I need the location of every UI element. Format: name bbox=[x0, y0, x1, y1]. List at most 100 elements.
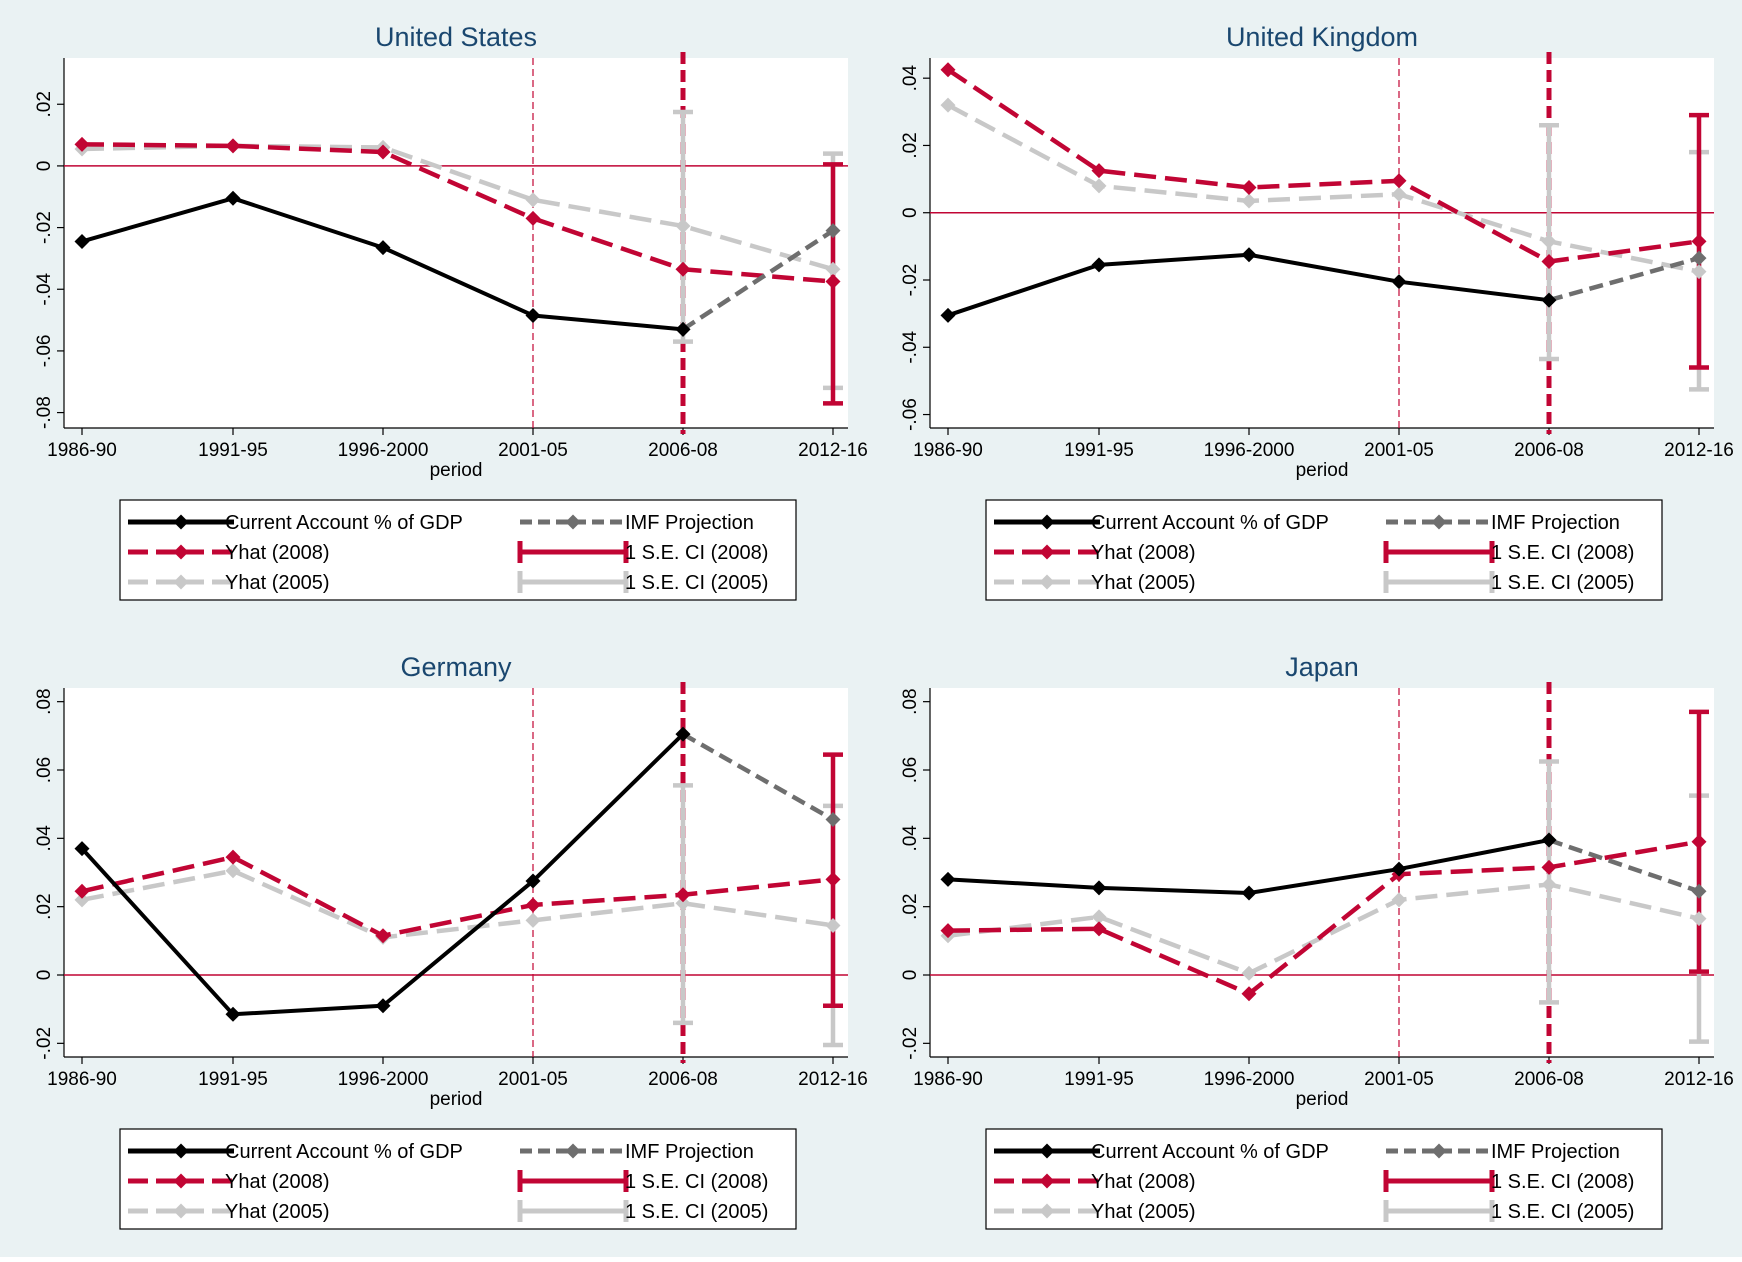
yhat-2005-line bbox=[81, 868, 834, 940]
x-tick-label: 2006-08 bbox=[648, 1069, 718, 1090]
current-account-point bbox=[375, 240, 391, 256]
yhat-2008-point bbox=[1091, 163, 1107, 179]
current-account-point bbox=[74, 233, 90, 249]
legend-current-account-label: Current Account % of GDP bbox=[225, 512, 463, 534]
plot-area bbox=[64, 688, 848, 1057]
yhat-2008-point bbox=[1691, 834, 1707, 850]
yhat-2008-point bbox=[1241, 986, 1257, 1002]
y-tick-label: -.02 bbox=[34, 211, 55, 244]
legend-imf-projection-swatch-marker bbox=[565, 1143, 581, 1159]
yhat-2005-point bbox=[1241, 965, 1257, 981]
y-tick-label: -.04 bbox=[34, 272, 55, 305]
current-account-point bbox=[225, 1006, 241, 1022]
yhat-2008-point bbox=[1241, 180, 1257, 195]
x-axis-label: period bbox=[430, 1089, 483, 1110]
yhat-2005-point bbox=[225, 863, 241, 879]
yhat-2005-point bbox=[525, 192, 541, 208]
legend-current-account-swatch-marker bbox=[173, 514, 189, 530]
y-tick-label: -.06 bbox=[34, 335, 55, 368]
chart-panel: Germany -.02 0 .02 .04 .06 .08 1986-90 1991-95 19… bbox=[34, 652, 868, 1230]
current-account-point bbox=[1541, 292, 1557, 308]
legend-yhat-2005-label: Yhat (2005) bbox=[225, 572, 330, 594]
current-account-point bbox=[1541, 832, 1557, 848]
x-axis-label: period bbox=[1296, 1089, 1349, 1110]
legend-yhat-2005-swatch-marker bbox=[173, 574, 189, 590]
legend-yhat-2008-label: Yhat (2008) bbox=[225, 1171, 330, 1193]
x-tick-label: 2001-05 bbox=[1364, 1069, 1434, 1090]
yhat-2005-point bbox=[1691, 264, 1707, 280]
y-tick-label: .02 bbox=[900, 893, 921, 919]
y-tick-label: .08 bbox=[900, 688, 921, 714]
yhat-2005-point bbox=[1541, 233, 1557, 249]
legend-yhat-2005-label: Yhat (2005) bbox=[225, 1201, 330, 1223]
legend-imf-projection-label: IMF Projection bbox=[1491, 1141, 1620, 1163]
x-axis-label: period bbox=[1296, 460, 1349, 481]
yhat-2008-line bbox=[81, 142, 834, 284]
chart-panel: Japan -.02 0 .02 .04 .06 .08 1986-90 1991-95 1996… bbox=[900, 652, 1734, 1230]
current-account-point bbox=[375, 998, 391, 1014]
current-account-point bbox=[1391, 274, 1407, 290]
yhat-2008-point bbox=[940, 62, 956, 78]
current-account-point bbox=[1091, 257, 1107, 273]
x-tick-label: 2006-08 bbox=[1514, 1069, 1584, 1090]
legend-ci-2008-label: 1 S.E. CI (2008) bbox=[625, 1171, 768, 1193]
y-tick-label: -.02 bbox=[34, 1027, 55, 1060]
yhat-2008-point bbox=[825, 871, 841, 887]
legend-yhat-2005-label: Yhat (2005) bbox=[1091, 1201, 1196, 1223]
y-tick-label: .04 bbox=[34, 825, 55, 852]
legend-current-account-swatch-marker bbox=[173, 1143, 189, 1159]
current-account-point bbox=[1241, 247, 1257, 263]
yhat-2008-line bbox=[81, 854, 834, 938]
legend-yhat-2008-swatch-marker bbox=[1039, 1173, 1055, 1189]
plot-area bbox=[930, 688, 1714, 1057]
y-tick-label: .08 bbox=[34, 688, 55, 714]
yhat-2005-point bbox=[825, 917, 841, 933]
chart-title: Germany bbox=[400, 652, 512, 682]
yhat-2005-point bbox=[825, 261, 841, 277]
chart-panel: United Kingdom -.06 -.04 -.02 0 .02 .04 1986-90… bbox=[900, 22, 1734, 601]
yhat-2005-point bbox=[675, 895, 691, 911]
y-tick-label: -.02 bbox=[900, 1027, 921, 1060]
legend-current-account-label: Current Account % of GDP bbox=[225, 1141, 463, 1163]
yhat-2008-point bbox=[1391, 173, 1407, 189]
legend-current-account-label: Current Account % of GDP bbox=[1091, 512, 1329, 534]
yhat-2005-line bbox=[946, 103, 1700, 274]
legend-imf-projection-label: IMF Projection bbox=[625, 512, 754, 534]
legend-yhat-2005-swatch-marker bbox=[173, 1203, 189, 1219]
legend-ci-2005-label: 1 S.E. CI (2005) bbox=[625, 1201, 768, 1223]
y-tick-label: .02 bbox=[34, 91, 55, 117]
chart-title: United Kingdom bbox=[1226, 22, 1418, 52]
x-tick-label: 1996-2000 bbox=[1204, 1069, 1295, 1090]
yhat-2005-point bbox=[1091, 909, 1107, 925]
legend: Current Account % of GDP IMF Projection Yh… bbox=[985, 1128, 1663, 1230]
y-tick-label: .06 bbox=[900, 757, 921, 783]
yhat-2005-point bbox=[1091, 178, 1107, 194]
x-tick-label: 1991-95 bbox=[198, 1069, 268, 1090]
legend-yhat-2005-swatch-marker bbox=[1039, 1203, 1055, 1219]
yhat-2005-point bbox=[1391, 186, 1407, 202]
x-tick-label: 1986-90 bbox=[913, 1069, 983, 1090]
x-tick-label: 2012-16 bbox=[1664, 440, 1734, 461]
legend-ci-2008-label: 1 S.E. CI (2008) bbox=[1491, 542, 1634, 564]
x-axis-label: period bbox=[430, 460, 483, 481]
current-account-point bbox=[225, 190, 241, 206]
y-tick-label: .06 bbox=[34, 757, 55, 783]
legend: Current Account % of GDP IMF Projection Yh… bbox=[985, 499, 1663, 601]
y-tick-label: -.06 bbox=[900, 398, 921, 431]
current-account-point bbox=[1391, 861, 1407, 877]
x-tick-label: 2001-05 bbox=[1364, 440, 1434, 461]
y-tick-label: -.04 bbox=[900, 330, 921, 363]
x-tick-label: 2012-16 bbox=[1664, 1069, 1734, 1090]
yhat-2008-point bbox=[375, 144, 391, 160]
imf-projection-line bbox=[1548, 837, 1700, 894]
yhat-2008-point bbox=[375, 928, 391, 944]
legend-current-account-swatch-marker bbox=[1039, 514, 1055, 530]
x-tick-label: 2001-05 bbox=[498, 1069, 568, 1090]
legend-imf-projection-label: IMF Projection bbox=[625, 1141, 754, 1163]
x-tick-label: 1996-2000 bbox=[338, 1069, 429, 1090]
y-tick-label: .02 bbox=[34, 893, 55, 919]
x-tick-label: 1991-95 bbox=[1064, 1069, 1134, 1090]
yhat-2008-point bbox=[1541, 254, 1557, 269]
imf-projection-line bbox=[1548, 255, 1700, 303]
